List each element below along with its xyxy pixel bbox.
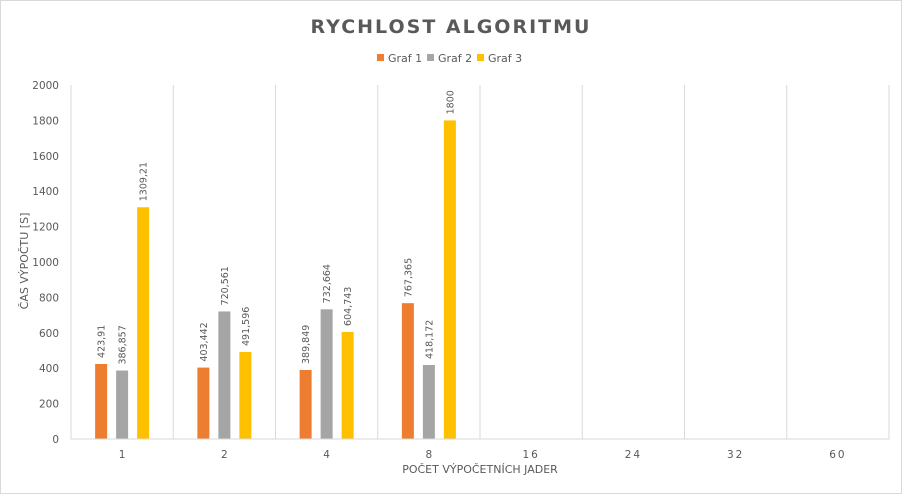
y-tick-label: 200 — [39, 399, 59, 411]
bar — [137, 207, 150, 439]
legend-swatch — [427, 54, 434, 61]
legend-swatch — [477, 54, 484, 61]
data-label: 423,91 — [97, 325, 108, 358]
data-label: 767,365 — [403, 258, 414, 297]
y-tick-label: 1800 — [32, 115, 59, 127]
x-axis-ticks: 1 2 4 8 16 24 32 60 — [119, 449, 846, 461]
bar — [239, 351, 252, 439]
x-tick-label: 1 — [119, 449, 126, 461]
bar — [422, 364, 435, 439]
bar — [116, 370, 129, 439]
bar — [95, 363, 108, 439]
y-tick-label: 2000 — [32, 80, 59, 92]
x-tick-label: 32 — [727, 449, 744, 461]
data-label: 418,172 — [424, 320, 435, 359]
bar — [401, 303, 414, 439]
x-tick-label: 2 — [221, 449, 228, 461]
data-label: 1309,21 — [139, 162, 150, 201]
legend-label: Graf 3 — [488, 52, 522, 65]
bars — [95, 120, 456, 440]
y-tick-label: 400 — [39, 363, 59, 375]
data-label: 386,857 — [118, 325, 129, 364]
data-label: 389,849 — [301, 325, 312, 364]
y-tick-label: 600 — [39, 328, 59, 340]
data-label: 732,664 — [322, 264, 333, 303]
y-axis-ticks: 0 200 400 600 800 1000 1200 1400 1600 1800 2000 — [32, 80, 59, 446]
legend-swatch — [377, 54, 384, 61]
bar — [341, 331, 354, 439]
y-tick-label: 1400 — [32, 186, 59, 198]
y-tick-label: 1000 — [32, 257, 59, 269]
y-axis-title: ČAS VÝPOČTU [S] — [18, 213, 31, 310]
bar — [197, 367, 210, 439]
y-tick-label: 1600 — [32, 151, 59, 163]
data-label: 403,442 — [199, 322, 210, 361]
data-label: 491,596 — [241, 307, 252, 346]
data-label: 720,561 — [220, 266, 231, 305]
legend: Graf 1 Graf 2 Graf 3 — [377, 52, 522, 65]
bar — [443, 120, 456, 440]
data-labels: 423,91 403,442 389,849 767,365 386,857 720,56… — [97, 90, 457, 364]
x-tick-label: 24 — [625, 449, 642, 461]
x-axis-title: POČET VÝPOČETNÍCH JADER — [402, 463, 558, 476]
chart-title: RYCHLOST ALGORITMU — [311, 16, 592, 38]
data-label: 1800 — [445, 90, 456, 114]
x-tick-label: 60 — [829, 449, 846, 461]
x-tick-label: 16 — [522, 449, 539, 461]
x-tick-label: 8 — [426, 449, 433, 461]
legend-label: Graf 1 — [388, 52, 422, 65]
data-label: 604,743 — [343, 287, 354, 326]
bar — [320, 309, 333, 439]
bar — [218, 311, 231, 439]
gridlines — [70, 85, 890, 439]
y-tick-label: 0 — [52, 434, 59, 446]
legend-label: Graf 2 — [438, 52, 472, 65]
y-tick-label: 1200 — [32, 222, 59, 234]
x-tick-label: 4 — [323, 449, 330, 461]
y-tick-label: 800 — [39, 292, 59, 304]
bar — [299, 369, 312, 439]
